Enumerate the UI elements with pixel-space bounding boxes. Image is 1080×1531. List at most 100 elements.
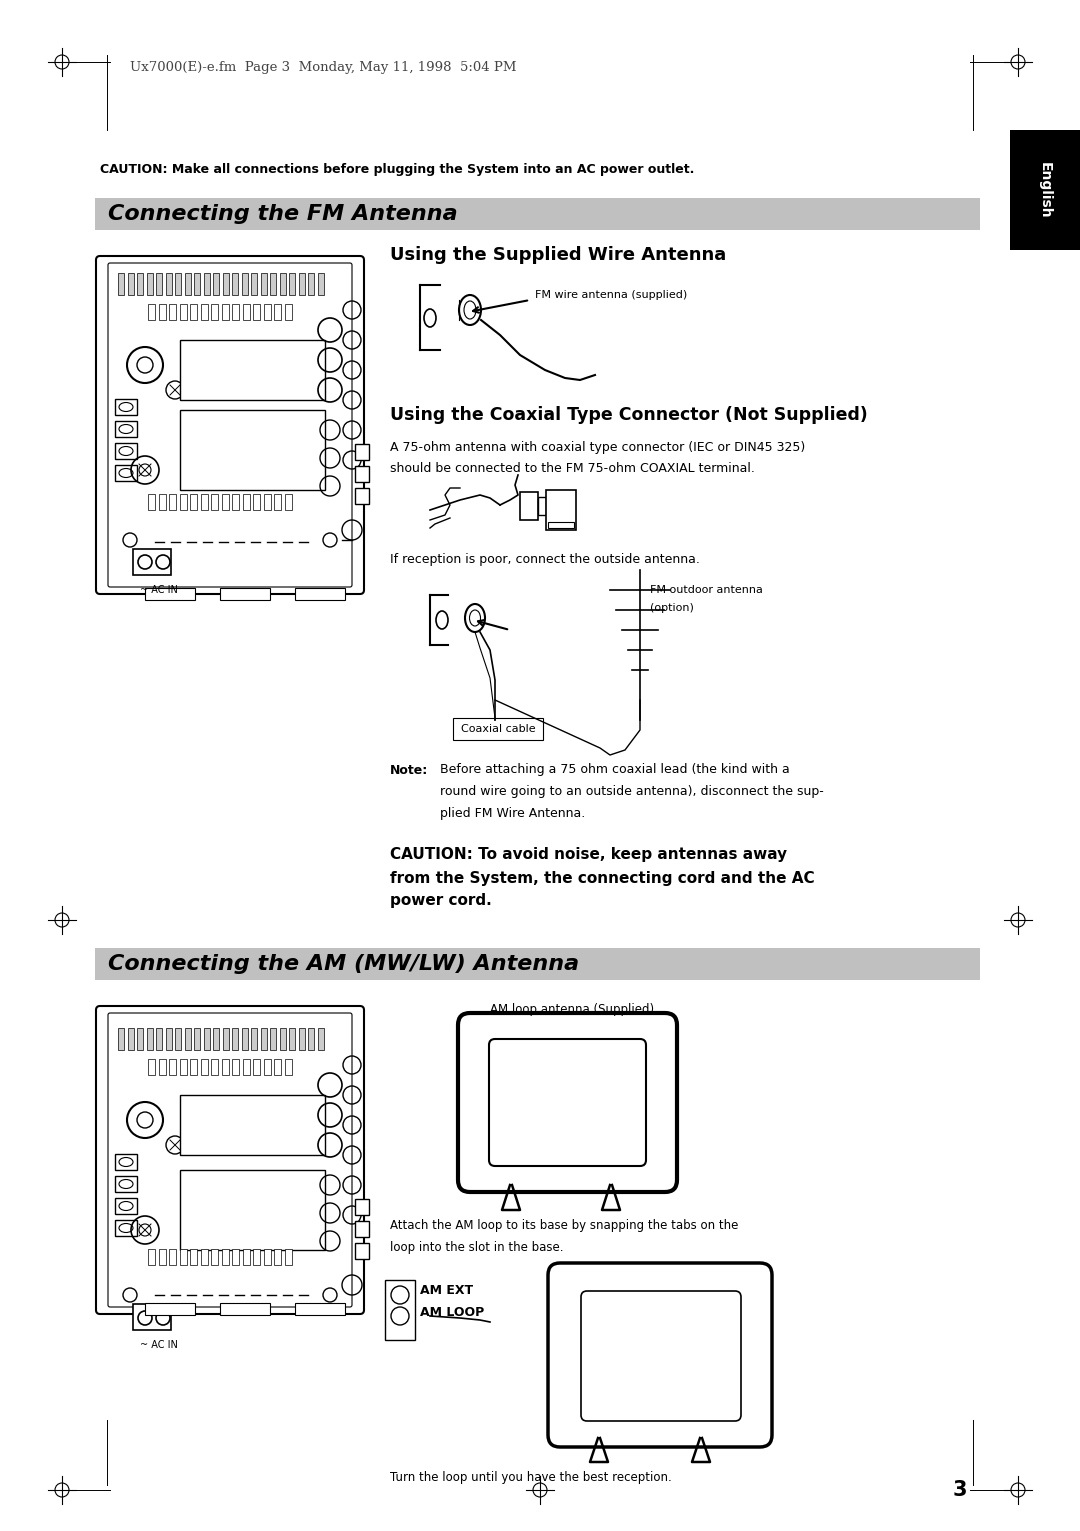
Bar bbox=[264, 495, 270, 510]
Bar bbox=[180, 340, 325, 400]
Text: ~ AC IN: ~ AC IN bbox=[140, 1340, 178, 1350]
Text: ~ AC IN: ~ AC IN bbox=[140, 585, 178, 596]
Bar bbox=[284, 495, 292, 510]
Bar bbox=[190, 495, 197, 510]
Bar bbox=[114, 1197, 137, 1214]
Bar bbox=[175, 273, 181, 295]
Bar bbox=[232, 1249, 239, 1265]
Text: Attach the AM loop to its base by snapping the tabs on the: Attach the AM loop to its base by snappi… bbox=[390, 1219, 739, 1231]
Text: 3: 3 bbox=[953, 1480, 968, 1500]
Bar bbox=[221, 1059, 229, 1075]
Bar bbox=[179, 305, 187, 320]
Bar bbox=[253, 305, 260, 320]
Text: Turn the loop until you have the best reception.: Turn the loop until you have the best re… bbox=[390, 1471, 672, 1485]
Bar bbox=[145, 1303, 195, 1315]
Bar bbox=[190, 1249, 197, 1265]
Bar bbox=[148, 305, 156, 320]
Bar bbox=[270, 273, 276, 295]
Text: (option): (option) bbox=[650, 603, 693, 612]
Bar bbox=[251, 273, 257, 295]
Text: Coaxial cable: Coaxial cable bbox=[461, 724, 536, 733]
Bar bbox=[194, 273, 200, 295]
Bar bbox=[355, 1243, 369, 1258]
Bar bbox=[295, 1303, 345, 1315]
Text: AM EXT: AM EXT bbox=[420, 1283, 473, 1297]
Bar bbox=[179, 1059, 187, 1075]
Bar bbox=[137, 1027, 143, 1050]
Bar bbox=[232, 495, 239, 510]
Bar bbox=[519, 491, 538, 521]
Bar bbox=[243, 1059, 249, 1075]
Bar bbox=[203, 1027, 210, 1050]
Bar bbox=[355, 465, 369, 482]
Bar bbox=[159, 495, 165, 510]
Bar bbox=[274, 495, 281, 510]
Bar bbox=[147, 273, 152, 295]
Bar bbox=[118, 273, 124, 295]
Bar bbox=[179, 1249, 187, 1265]
Text: power cord.: power cord. bbox=[390, 894, 491, 908]
Bar bbox=[168, 1249, 176, 1265]
Bar bbox=[453, 718, 543, 739]
Bar bbox=[147, 1027, 152, 1050]
Bar bbox=[221, 1249, 229, 1265]
Bar bbox=[251, 1027, 257, 1050]
Bar bbox=[159, 1059, 165, 1075]
Text: Using the Supplied Wire Antenna: Using the Supplied Wire Antenna bbox=[390, 246, 726, 263]
Text: should be connected to the FM 75-ohm COAXIAL terminal.: should be connected to the FM 75-ohm COA… bbox=[390, 461, 755, 475]
Bar bbox=[148, 1249, 156, 1265]
Bar bbox=[201, 1249, 207, 1265]
Bar bbox=[133, 1304, 171, 1330]
Bar bbox=[243, 305, 249, 320]
Bar bbox=[355, 1222, 369, 1237]
Bar bbox=[242, 273, 247, 295]
Bar bbox=[274, 1249, 281, 1265]
Bar bbox=[180, 1170, 325, 1249]
Bar bbox=[156, 273, 162, 295]
Bar bbox=[384, 1280, 415, 1340]
Bar bbox=[295, 588, 345, 600]
Bar bbox=[201, 1059, 207, 1075]
FancyBboxPatch shape bbox=[108, 1014, 352, 1307]
Bar bbox=[298, 273, 305, 295]
Bar bbox=[232, 273, 238, 295]
FancyBboxPatch shape bbox=[96, 1006, 364, 1314]
Bar bbox=[220, 1303, 270, 1315]
Bar bbox=[179, 495, 187, 510]
Bar bbox=[211, 1059, 218, 1075]
Bar bbox=[355, 1199, 369, 1216]
Bar bbox=[213, 1027, 219, 1050]
Bar bbox=[114, 1176, 137, 1193]
Bar bbox=[133, 550, 171, 576]
Bar bbox=[145, 588, 195, 600]
Bar bbox=[95, 948, 980, 980]
Bar bbox=[168, 1059, 176, 1075]
Bar bbox=[243, 1249, 249, 1265]
FancyBboxPatch shape bbox=[108, 263, 352, 586]
Bar bbox=[270, 1027, 276, 1050]
Text: English: English bbox=[1038, 162, 1052, 219]
Bar bbox=[284, 305, 292, 320]
Bar bbox=[546, 490, 576, 530]
Bar bbox=[280, 1027, 285, 1050]
Bar bbox=[211, 305, 218, 320]
Text: from the System, the connecting cord and the AC: from the System, the connecting cord and… bbox=[390, 871, 814, 885]
Bar bbox=[264, 1249, 270, 1265]
Bar bbox=[222, 1027, 229, 1050]
Text: Using the Coaxial Type Connector (Not Supplied): Using the Coaxial Type Connector (Not Su… bbox=[390, 406, 867, 424]
Bar bbox=[159, 305, 165, 320]
Bar bbox=[280, 273, 285, 295]
Bar bbox=[274, 1059, 281, 1075]
Text: plied FM Wire Antenna.: plied FM Wire Antenna. bbox=[440, 807, 585, 821]
Bar bbox=[211, 495, 218, 510]
Bar bbox=[165, 1027, 172, 1050]
Bar bbox=[114, 465, 137, 481]
Text: FM wire antenna (supplied): FM wire antenna (supplied) bbox=[535, 289, 687, 300]
Text: Note:: Note: bbox=[390, 764, 429, 776]
Bar bbox=[253, 1249, 260, 1265]
Bar bbox=[284, 1249, 292, 1265]
Bar bbox=[148, 1059, 156, 1075]
Text: CAUTION: To avoid noise, keep antennas away: CAUTION: To avoid noise, keep antennas a… bbox=[390, 848, 787, 862]
Bar bbox=[165, 273, 172, 295]
FancyBboxPatch shape bbox=[458, 1014, 677, 1193]
